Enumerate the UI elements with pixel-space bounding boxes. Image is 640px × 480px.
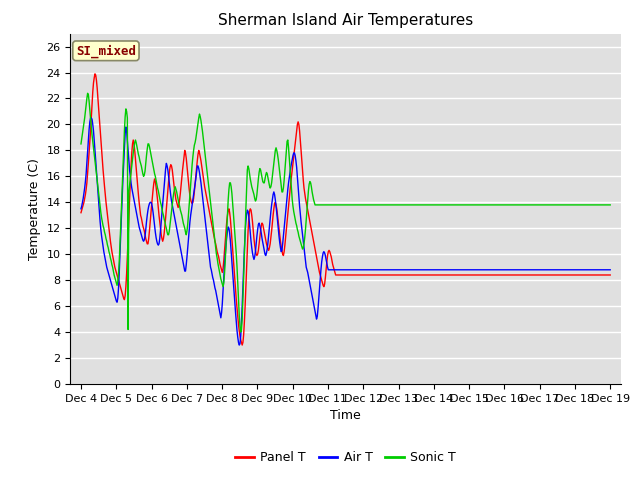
- Y-axis label: Temperature (C): Temperature (C): [28, 158, 41, 260]
- Legend: Panel T, Air T, Sonic T: Panel T, Air T, Sonic T: [230, 446, 461, 469]
- Title: Sherman Island Air Temperatures: Sherman Island Air Temperatures: [218, 13, 473, 28]
- Text: SI_mixed: SI_mixed: [76, 44, 136, 58]
- X-axis label: Time: Time: [330, 409, 361, 422]
